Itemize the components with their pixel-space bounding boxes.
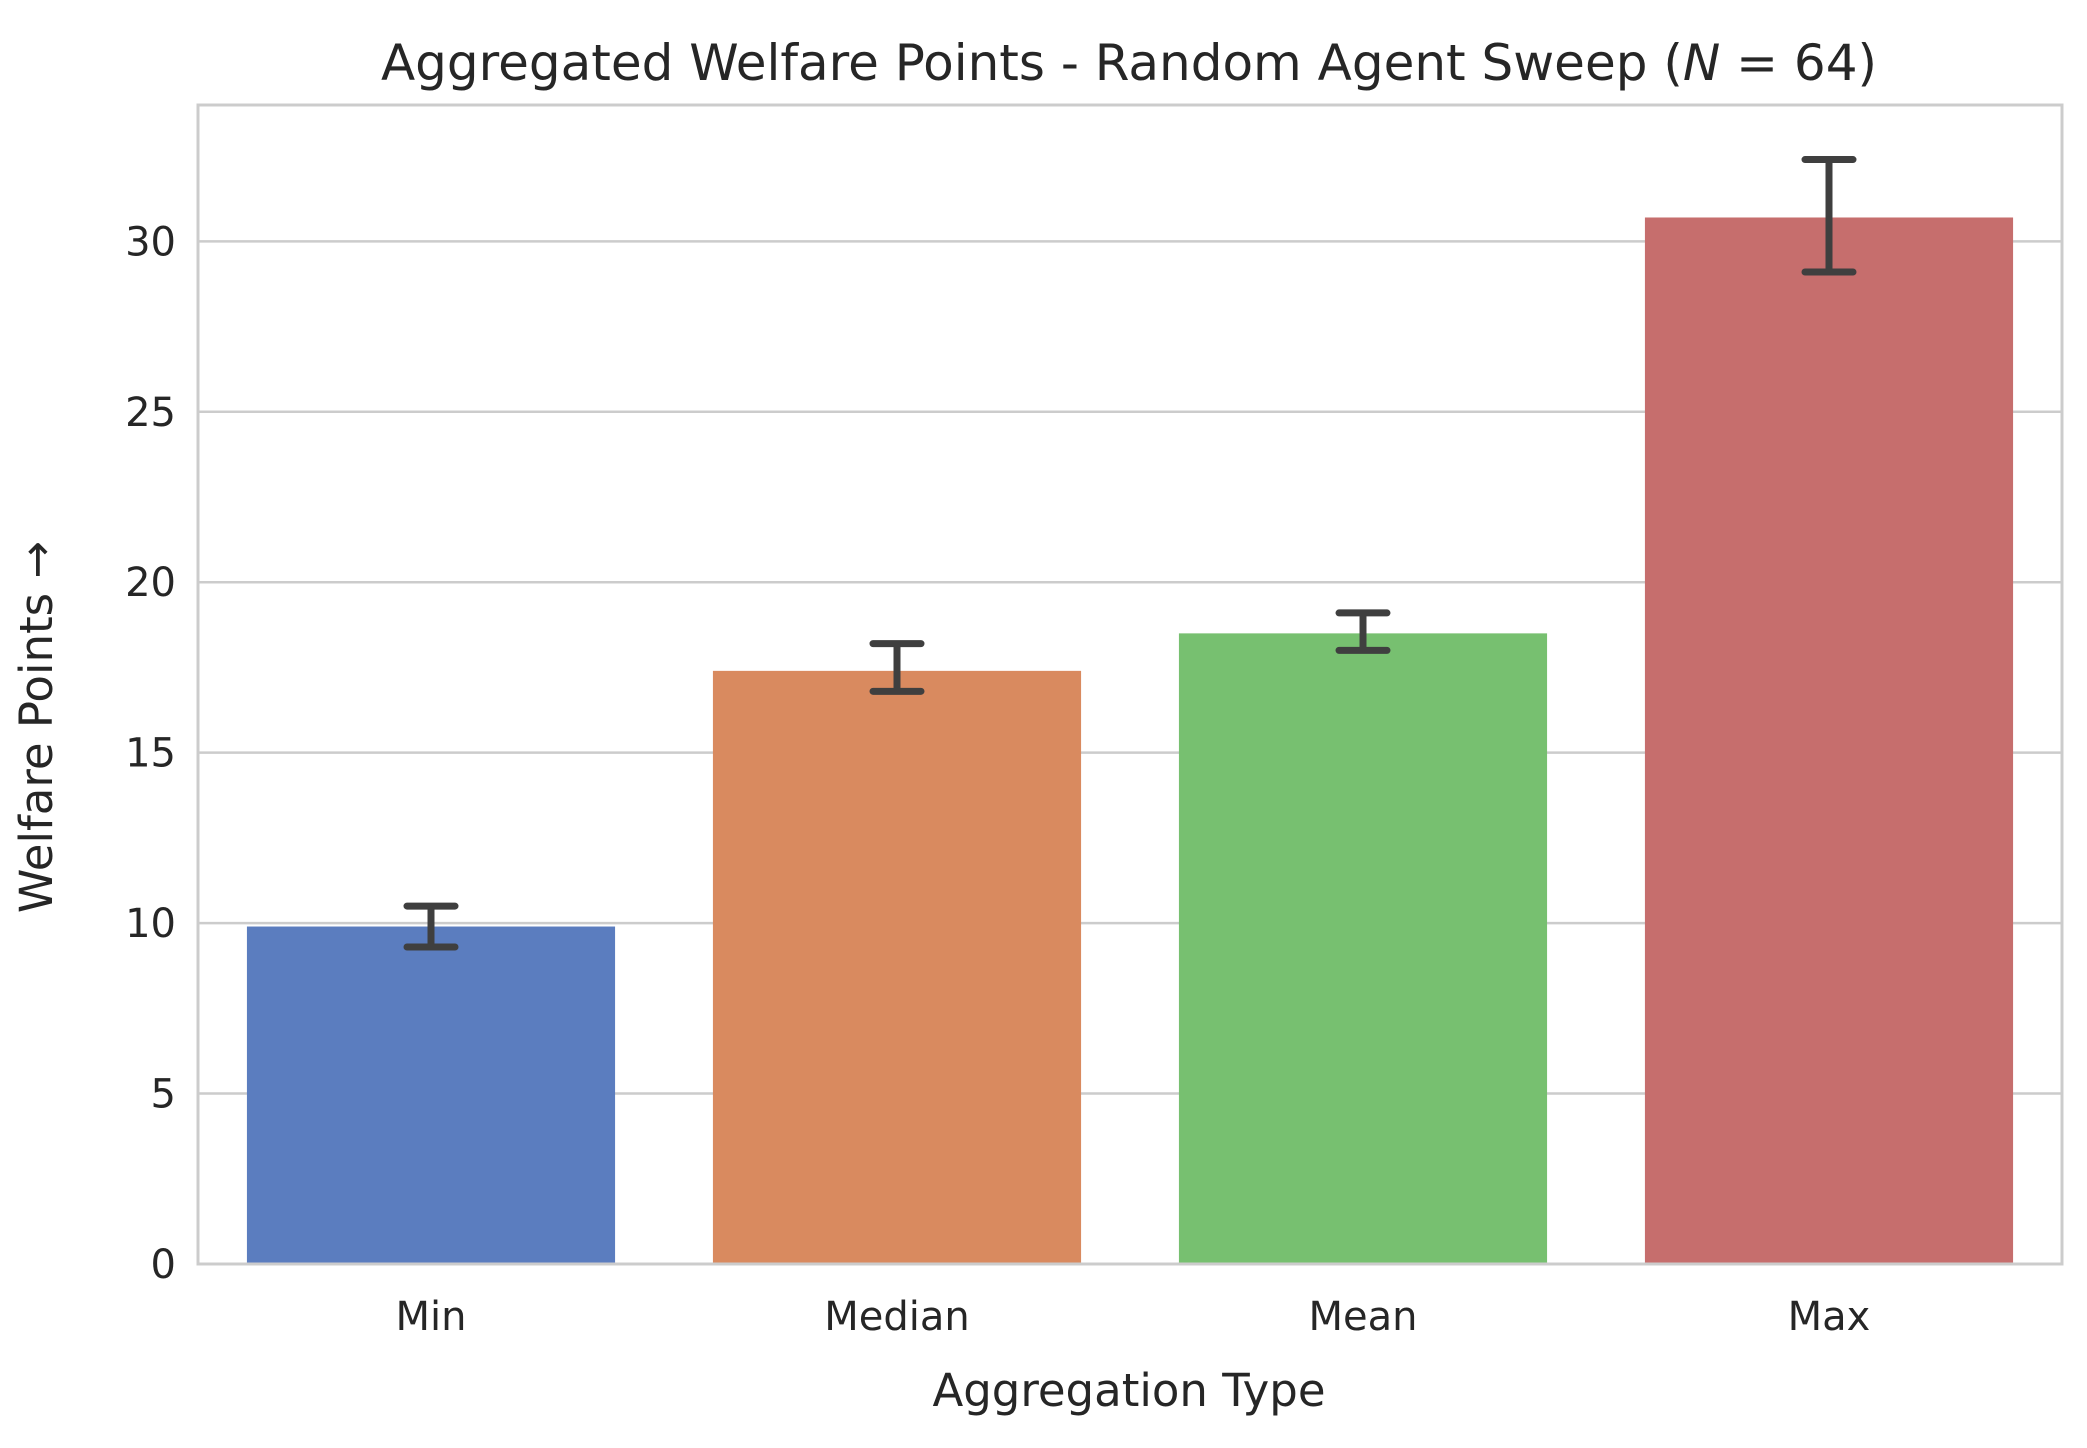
error-bar-median (869, 640, 925, 695)
x-tick-label-min: Min (396, 1294, 467, 1340)
chart-title-variable: N (1683, 34, 1720, 92)
y-tick-label: 5 (151, 1072, 176, 1118)
bar-min (246, 926, 616, 1264)
y-tick-label: 10 (125, 901, 176, 947)
bars (246, 217, 2014, 1264)
error-bar-min (403, 902, 459, 951)
y-axis-label: Welfare Points → (10, 541, 63, 913)
y-tick-label: 15 (125, 731, 176, 777)
bar-median (712, 670, 1082, 1264)
y-tick-label: 20 (125, 560, 176, 606)
error-bars (403, 156, 1857, 951)
bar-mean (1178, 633, 1548, 1264)
chart-title-suffix: = 64) (1720, 34, 1877, 92)
y-tick-labels: 0 5 10 15 20 25 30 (125, 219, 176, 1288)
error-bar-mean (1335, 609, 1391, 654)
x-tick-labels: Min Median Mean Max (396, 1294, 1871, 1340)
plot-frame (196, 103, 2064, 1266)
chart-title: Aggregated Welfare Points - Random Agent… (381, 34, 1877, 92)
bar-max (1644, 217, 2014, 1264)
x-tick-label-median: Median (824, 1294, 970, 1340)
x-tick-label-max: Max (1788, 1294, 1871, 1340)
x-axis-label: Aggregation Type (932, 1364, 1325, 1417)
y-tick-label: 0 (151, 1242, 176, 1288)
x-tick-label-mean: Mean (1309, 1294, 1418, 1340)
chart-title-prefix: Aggregated Welfare Points - Random Agent… (381, 34, 1683, 92)
error-bar-max (1801, 156, 1857, 276)
y-tick-label: 25 (125, 390, 176, 436)
y-tick-label: 30 (125, 219, 176, 265)
